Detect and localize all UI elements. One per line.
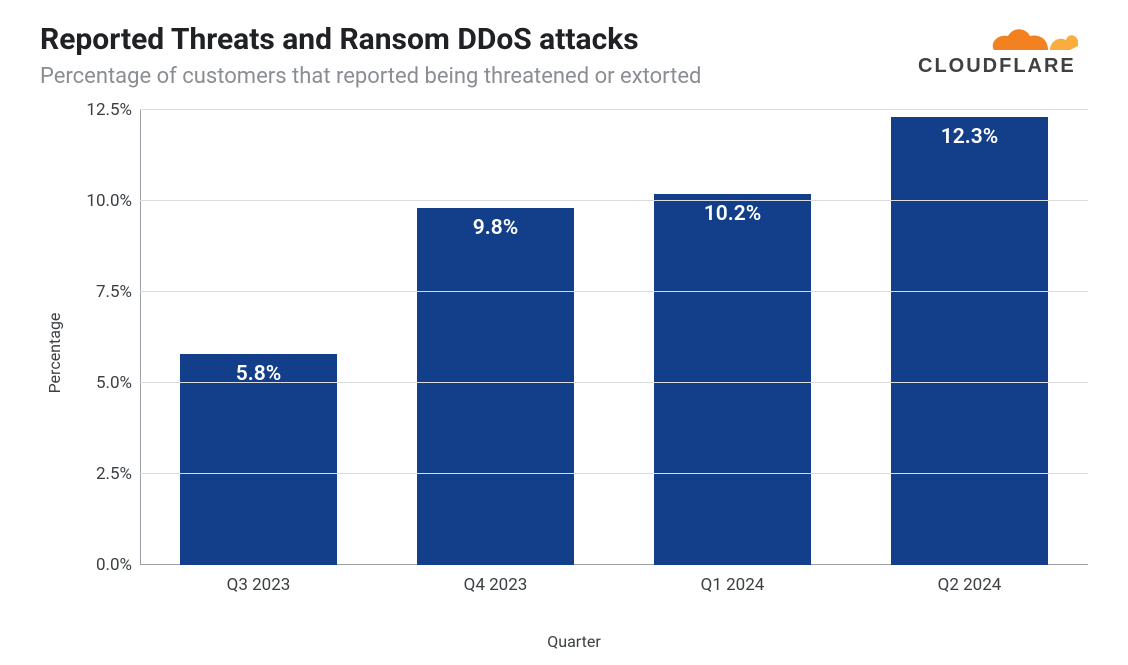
y-tick-label: 5.0% [96, 373, 132, 393]
chart-header: Reported Threats and Ransom DDoS attacks… [0, 0, 1128, 89]
bar-slot: 10.2%Q1 2024 [614, 110, 851, 565]
bar-value-label: 9.8% [473, 216, 518, 240]
y-tick-label: 0.0% [96, 555, 132, 575]
plot-region: 5.8%Q3 20239.8%Q4 202310.2%Q1 202412.3%Q… [140, 110, 1088, 565]
cloudflare-logo-icon: CLOUDFLARE [918, 22, 1078, 78]
x-tick-label: Q2 2024 [938, 575, 1002, 595]
gridline [140, 200, 1088, 201]
y-tick-label: 7.5% [96, 282, 132, 302]
bar-slot: 9.8%Q4 2023 [377, 110, 614, 565]
x-tick-label: Q4 2023 [464, 575, 528, 595]
y-axis-label: Percentage [45, 312, 64, 393]
brand-logo: CLOUDFLARE [918, 22, 1088, 82]
bar: 9.8% [417, 208, 573, 565]
y-tick-label: 10.0% [86, 191, 132, 211]
x-tick-label: Q3 2023 [227, 575, 291, 595]
chart-subtitle: Percentage of customers that reported be… [40, 64, 918, 89]
gridline [140, 473, 1088, 474]
title-block: Reported Threats and Ransom DDoS attacks… [40, 22, 918, 89]
bar: 12.3% [891, 117, 1047, 565]
chart-area: Percentage Quarter 5.8%Q3 20239.8%Q4 202… [60, 110, 1088, 595]
brand-name-text: CLOUDFLARE [918, 55, 1076, 77]
bar: 10.2% [654, 194, 810, 565]
chart-title: Reported Threats and Ransom DDoS attacks [40, 22, 918, 58]
bar-slot: 12.3%Q2 2024 [851, 110, 1088, 565]
bar-slot: 5.8%Q3 2023 [140, 110, 377, 565]
y-tick-label: 12.5% [86, 100, 132, 120]
bar: 5.8% [180, 354, 336, 565]
gridline [140, 109, 1088, 110]
gridline [140, 291, 1088, 292]
gridline [140, 382, 1088, 383]
bar-value-label: 10.2% [704, 202, 761, 226]
bar-value-label: 12.3% [941, 125, 998, 149]
bars-container: 5.8%Q3 20239.8%Q4 202310.2%Q1 202412.3%Q… [140, 110, 1088, 565]
y-tick-label: 2.5% [96, 464, 132, 484]
x-tick-label: Q1 2024 [701, 575, 765, 595]
x-axis-label: Quarter [547, 632, 600, 651]
